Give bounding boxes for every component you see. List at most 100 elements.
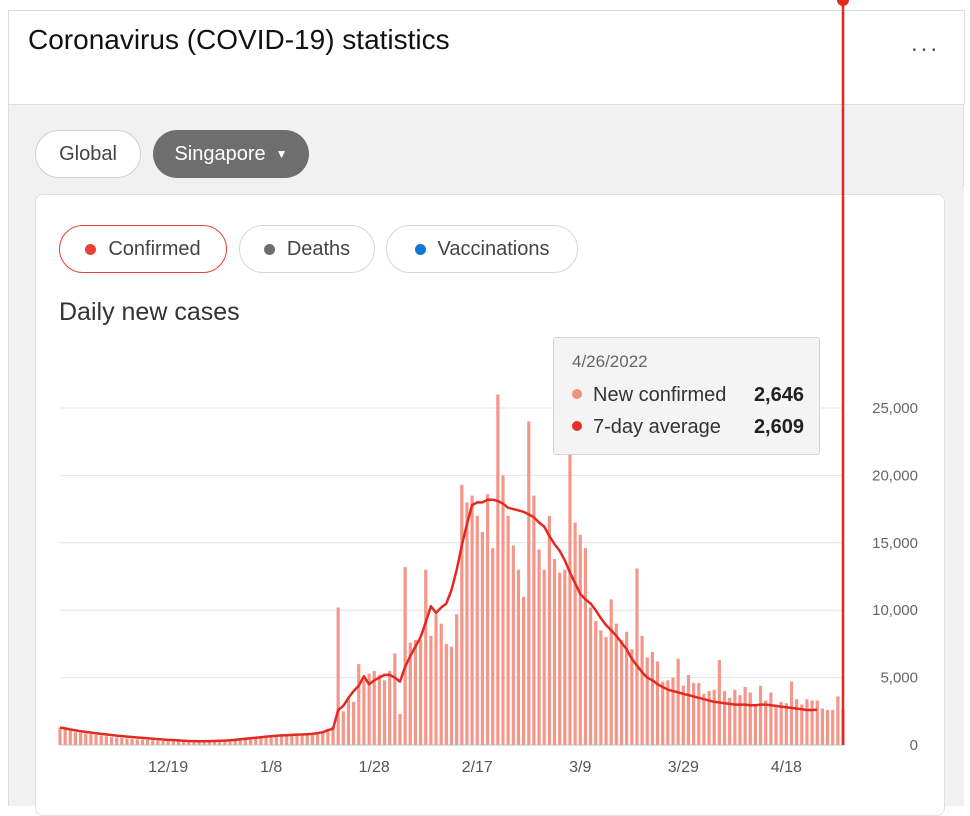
bar: [120, 737, 124, 745]
bar: [661, 681, 665, 745]
bar: [815, 700, 819, 745]
region-selected-label: Singapore: [174, 142, 266, 165]
tooltip-row-7day-average: 7-day average 2,609: [572, 416, 804, 439]
bar: [207, 741, 211, 745]
bar: [58, 727, 62, 745]
bar: [295, 734, 299, 745]
bar: [676, 658, 680, 745]
bar: [393, 653, 397, 745]
bar: [573, 522, 577, 745]
bar: [630, 649, 634, 745]
bar: [104, 736, 108, 745]
bar: [182, 741, 186, 745]
bar: [171, 741, 175, 745]
bar: [753, 705, 758, 745]
x-tick-label: 12/19: [148, 759, 188, 776]
red-dot-icon: [85, 243, 97, 255]
bar: [161, 740, 165, 745]
bar: [398, 713, 402, 745]
bar: [346, 697, 351, 745]
bar: [352, 701, 356, 745]
bar: [460, 484, 464, 745]
tab-confirmed[interactable]: Confirmed: [59, 225, 227, 273]
bar: [748, 692, 752, 745]
chart-title: Daily new cases: [59, 298, 240, 326]
bar: [650, 651, 654, 745]
bar: [795, 699, 799, 745]
bar: [274, 735, 278, 745]
bar: [758, 685, 763, 745]
tooltip-label: 7-day average: [593, 416, 721, 438]
bar: [135, 739, 139, 745]
bar: [243, 739, 248, 745]
scrollbar[interactable]: [963, 104, 970, 186]
bar: [527, 421, 531, 745]
bar: [686, 674, 691, 745]
average-line: [59, 498, 818, 743]
bar: [594, 620, 598, 745]
bar: [115, 737, 119, 745]
bar: [254, 737, 258, 745]
bar: [774, 707, 778, 745]
bar: [377, 674, 381, 745]
bar: [156, 740, 160, 745]
bar: [233, 740, 237, 745]
salmon-dot-icon: [572, 388, 582, 399]
bar: [516, 569, 521, 745]
tooltip-date: 4/26/2022: [572, 352, 648, 371]
card-header: [8, 10, 965, 105]
bar: [444, 643, 448, 745]
region-global-button[interactable]: Global: [35, 130, 141, 178]
bar: [491, 548, 495, 745]
bar: [218, 741, 222, 745]
bar: [73, 732, 78, 745]
bar: [563, 569, 567, 745]
more-options-icon[interactable]: ...: [910, 30, 940, 57]
bar: [429, 635, 433, 745]
bar: [68, 730, 72, 745]
bar: [743, 687, 747, 745]
bar: [125, 738, 129, 745]
tab-vaccinations[interactable]: Vaccinations: [386, 225, 578, 273]
bar: [635, 568, 639, 745]
bar: [279, 735, 284, 745]
x-tick-label: 3/29: [668, 759, 699, 776]
bar: [434, 614, 438, 745]
x-tick-label: 1/8: [260, 759, 282, 776]
bar: [820, 708, 824, 745]
bar: [475, 515, 479, 745]
bar: [310, 733, 315, 745]
y-tick-label: 10,000: [872, 602, 918, 619]
bar: [228, 740, 232, 745]
bar: [300, 734, 304, 745]
stats-panel: [35, 194, 945, 816]
y-tick-label: 5,000: [880, 670, 918, 687]
tooltip-label: New confirmed: [593, 384, 727, 406]
bar: [831, 709, 835, 745]
bar: [305, 733, 309, 745]
bar: [197, 741, 201, 745]
bar: [341, 711, 345, 745]
bar: [357, 664, 361, 745]
bar: [764, 700, 768, 745]
bar: [810, 700, 814, 745]
y-tick-label: 0: [910, 737, 918, 754]
bar: [547, 515, 551, 745]
bar: [681, 685, 685, 745]
bar: [496, 394, 500, 745]
bar: [290, 734, 294, 745]
bar: [825, 709, 830, 745]
bar: [599, 630, 603, 745]
bar: [619, 639, 624, 745]
bar: [609, 599, 613, 745]
hover-point: [837, 0, 849, 6]
bar: [109, 736, 114, 745]
bar: [532, 495, 536, 745]
bar: [640, 635, 644, 745]
region-dropdown[interactable]: Singapore ▼: [153, 130, 309, 178]
bar: [805, 699, 809, 745]
tab-deaths[interactable]: Deaths: [239, 225, 375, 273]
bar: [285, 734, 289, 745]
tooltip-value: 2,646: [753, 384, 804, 406]
